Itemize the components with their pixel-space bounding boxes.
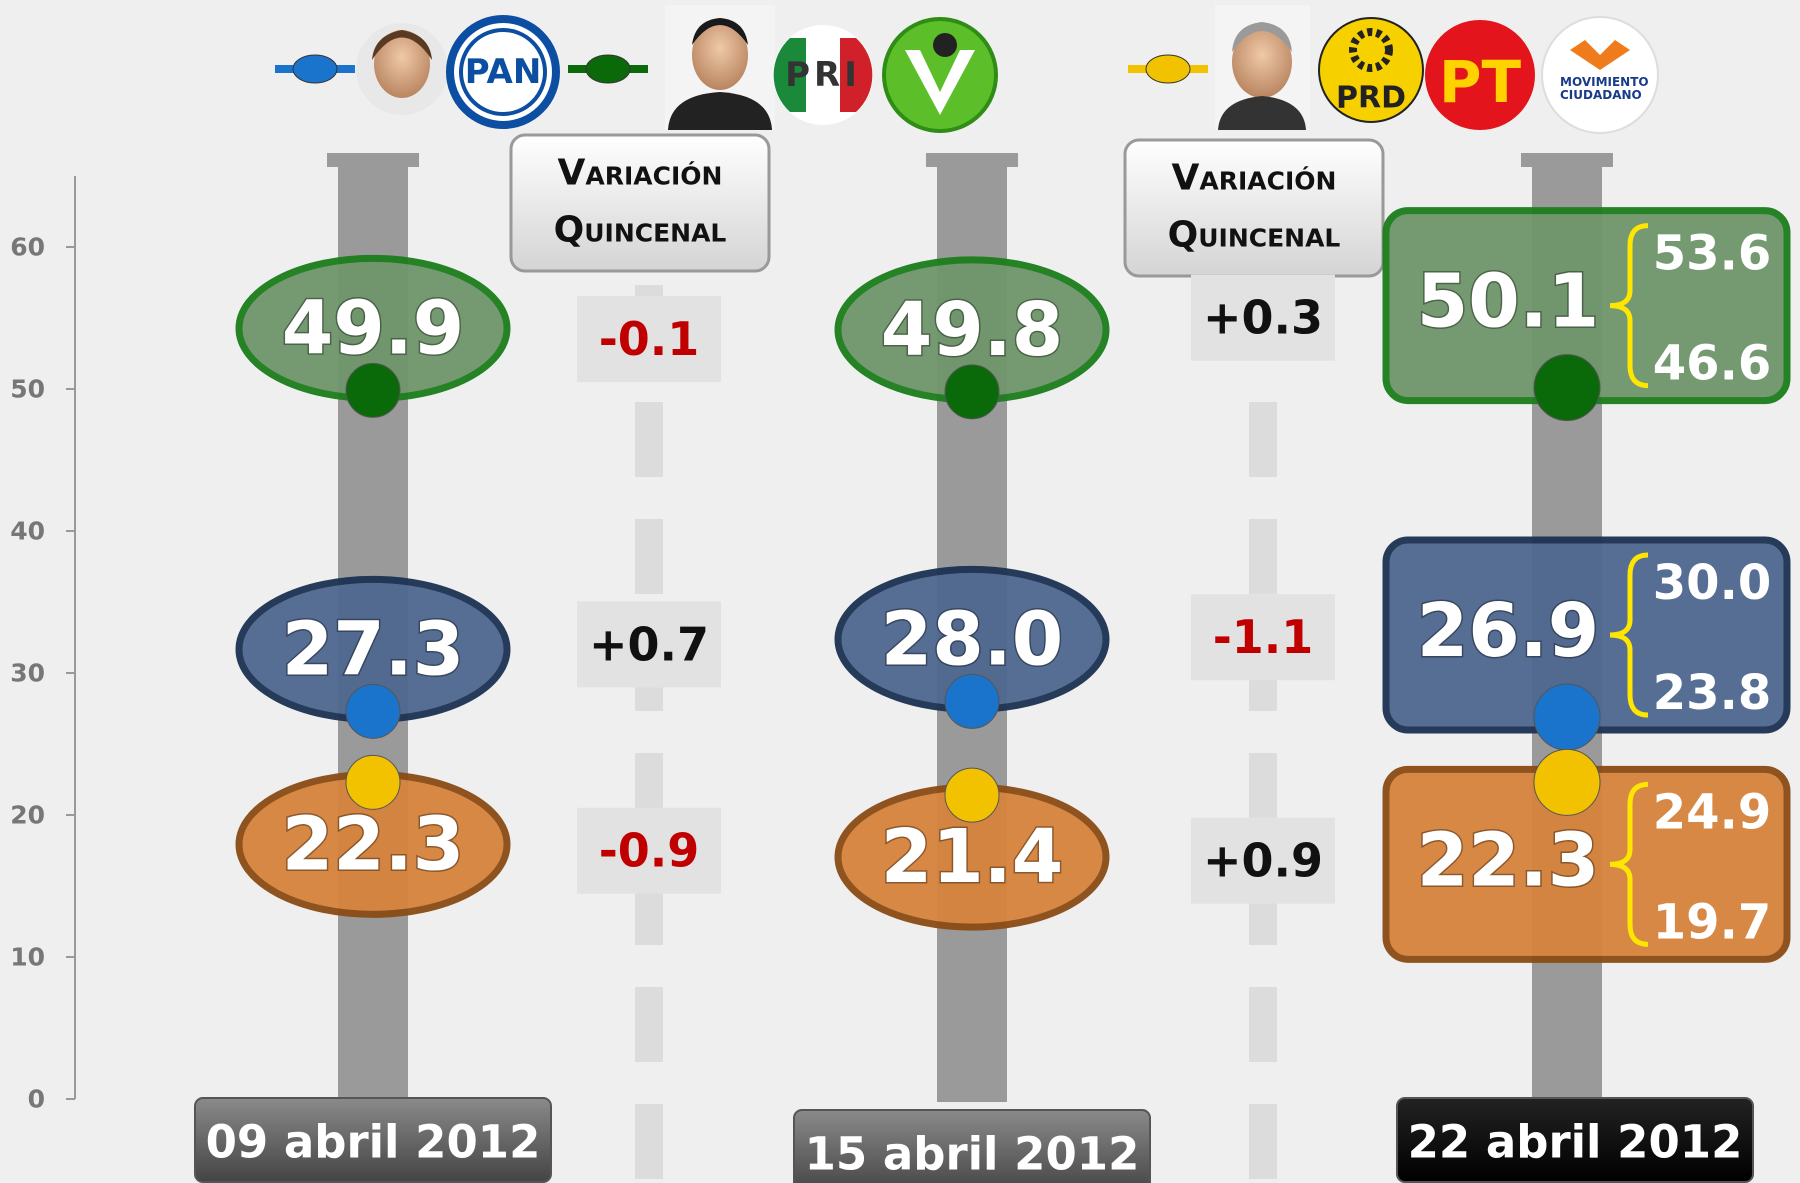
column-cap xyxy=(1521,153,1613,167)
legend-marker xyxy=(293,55,337,83)
variation-title: Quincenal xyxy=(554,210,727,251)
variation-title: Quincenal xyxy=(1168,215,1341,256)
marker xyxy=(1534,749,1600,815)
value-label: 22.3 xyxy=(282,801,465,887)
column-cap xyxy=(926,153,1018,167)
chart: 0 10 20 30 40 50 60 Variación Quincenal Variación… xyxy=(0,0,1800,1183)
y-tick-label: 60 xyxy=(10,233,45,262)
marker xyxy=(1534,684,1600,750)
marker xyxy=(945,365,999,419)
value-label: 22.3 xyxy=(1417,817,1600,903)
interval-high: 53.6 xyxy=(1653,226,1771,282)
marker xyxy=(1534,355,1600,421)
interval-high: 30.0 xyxy=(1653,555,1771,611)
y-tick-label: 40 xyxy=(10,517,45,546)
x-tick-label: 15 abril 2012 xyxy=(805,1128,1140,1181)
value-label: 26.9 xyxy=(1417,588,1600,674)
y-tick-label: 30 xyxy=(10,659,45,688)
value-label: 49.8 xyxy=(881,287,1064,373)
x-tick-label: 22 abril 2012 xyxy=(1408,1116,1743,1169)
change-label: -0.9 xyxy=(599,824,700,878)
interval-high: 24.9 xyxy=(1653,784,1771,840)
logo-label: MOVIMIENTO CIUDADANO xyxy=(1560,76,1640,102)
marker xyxy=(945,674,999,728)
value-label: 27.3 xyxy=(282,606,465,692)
legend-marker xyxy=(586,55,630,83)
logo-label: PAN xyxy=(465,52,542,92)
change-label: -1.1 xyxy=(1213,610,1314,664)
change-label: +0.9 xyxy=(1203,834,1323,888)
logo-label: PRD xyxy=(1336,81,1406,116)
logo-pvem-bird xyxy=(933,33,957,57)
marker xyxy=(346,684,400,738)
variation-title: Variación xyxy=(558,153,723,194)
value-label: 28.0 xyxy=(881,596,1064,682)
logo-label: PRI xyxy=(785,55,861,95)
y-tick-label: 10 xyxy=(10,943,45,972)
value-label: 50.1 xyxy=(1417,259,1600,345)
interval-low: 19.7 xyxy=(1653,894,1771,950)
change-label: +0.7 xyxy=(589,617,709,671)
logo-label: PT xyxy=(1439,48,1522,116)
variation-title: Variación xyxy=(1172,158,1337,199)
value-label: 21.4 xyxy=(881,814,1064,900)
interval-low: 23.8 xyxy=(1653,665,1771,721)
y-tick-label: 50 xyxy=(10,375,45,404)
x-tick-label: 09 abril 2012 xyxy=(206,1116,541,1169)
legend-marker xyxy=(1146,55,1190,83)
change-label: +0.3 xyxy=(1203,291,1323,345)
marker xyxy=(346,363,400,417)
y-tick-label: 0 xyxy=(28,1085,45,1114)
logo-mc-box: MOVIMIENTO CIUDADANO xyxy=(1550,76,1650,116)
column-cap xyxy=(327,153,419,167)
y-tick-label: 20 xyxy=(10,801,45,830)
change-label: -0.1 xyxy=(599,312,700,366)
interval-low: 46.6 xyxy=(1653,336,1771,392)
value-label: 49.9 xyxy=(282,285,465,371)
